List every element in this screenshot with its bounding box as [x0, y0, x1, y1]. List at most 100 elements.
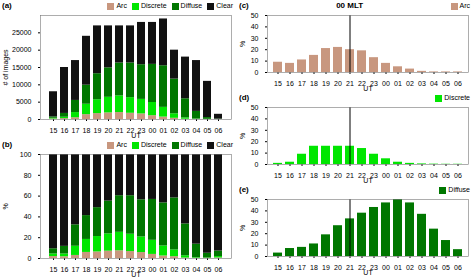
svg-text:04: 04 [430, 172, 438, 179]
svg-text:00: 00 [382, 172, 390, 179]
svg-text:06: 06 [454, 172, 462, 179]
svg-text:0: 0 [255, 253, 259, 260]
svg-text:18: 18 [83, 127, 91, 134]
svg-text:18: 18 [310, 80, 318, 87]
svg-text:40: 40 [24, 213, 32, 220]
svg-text:16: 16 [286, 264, 294, 271]
svg-text:5000: 5000 [16, 98, 32, 105]
svg-text:00: 00 [382, 264, 390, 271]
svg-text:0: 0 [255, 161, 259, 168]
svg-text:15: 15 [50, 266, 58, 273]
svg-text:40: 40 [251, 115, 259, 122]
svg-text:15: 15 [274, 80, 282, 87]
svg-text:30: 30 [251, 35, 259, 42]
svg-text:18: 18 [310, 264, 318, 271]
svg-text:%: % [239, 225, 246, 231]
svg-text:02: 02 [406, 172, 414, 179]
svg-text:20: 20 [251, 230, 259, 237]
svg-text:16: 16 [61, 127, 69, 134]
svg-text:UT: UT [131, 271, 141, 278]
svg-text:17: 17 [298, 80, 306, 87]
svg-text:# of images: # of images [2, 49, 10, 86]
svg-text:19: 19 [322, 264, 330, 271]
svg-text:21: 21 [116, 127, 124, 134]
svg-text:15: 15 [274, 172, 282, 179]
svg-text:05: 05 [204, 127, 212, 134]
svg-text:10: 10 [251, 149, 259, 156]
svg-text:%: % [239, 41, 246, 47]
svg-text:0: 0 [255, 69, 259, 76]
svg-text:19: 19 [94, 266, 102, 273]
svg-text:01: 01 [160, 127, 168, 134]
svg-text:03: 03 [418, 172, 426, 179]
svg-text:50: 50 [251, 104, 259, 111]
svg-text:01: 01 [394, 172, 402, 179]
svg-text:%: % [2, 203, 9, 209]
svg-text:02: 02 [171, 266, 179, 273]
svg-text:80: 80 [24, 172, 32, 179]
svg-text:18: 18 [83, 266, 91, 273]
svg-text:01: 01 [394, 264, 402, 271]
svg-text:%: % [239, 133, 246, 139]
svg-text:01: 01 [160, 266, 168, 273]
svg-text:20: 20 [251, 138, 259, 145]
svg-text:01: 01 [394, 80, 402, 87]
svg-text:19: 19 [322, 172, 330, 179]
svg-text:10: 10 [251, 241, 259, 248]
svg-text:21: 21 [346, 264, 354, 271]
svg-text:UT: UT [363, 269, 373, 276]
svg-text:17: 17 [298, 264, 306, 271]
svg-text:20: 20 [251, 46, 259, 53]
svg-text:10000: 10000 [12, 81, 32, 88]
svg-text:16: 16 [286, 80, 294, 87]
svg-text:06: 06 [215, 266, 223, 273]
svg-text:50: 50 [251, 196, 259, 203]
svg-text:05: 05 [442, 80, 450, 87]
svg-text:02: 02 [171, 127, 179, 134]
svg-text:20: 20 [334, 264, 342, 271]
svg-text:05: 05 [442, 172, 450, 179]
svg-text:03: 03 [418, 264, 426, 271]
svg-text:18: 18 [310, 172, 318, 179]
svg-text:05: 05 [442, 264, 450, 271]
svg-text:15: 15 [50, 127, 58, 134]
svg-text:21: 21 [116, 266, 124, 273]
svg-text:02: 02 [406, 80, 414, 87]
svg-text:06: 06 [454, 264, 462, 271]
svg-text:15: 15 [274, 264, 282, 271]
svg-text:05: 05 [204, 266, 212, 273]
svg-text:17: 17 [298, 172, 306, 179]
svg-text:100: 100 [20, 151, 32, 158]
svg-text:21: 21 [346, 80, 354, 87]
svg-text:25000: 25000 [12, 29, 32, 36]
svg-text:06: 06 [215, 127, 223, 134]
svg-text:21: 21 [346, 172, 354, 179]
svg-text:03: 03 [182, 127, 190, 134]
svg-text:15000: 15000 [12, 64, 32, 71]
svg-text:20: 20 [334, 172, 342, 179]
svg-text:19: 19 [94, 127, 102, 134]
svg-text:30: 30 [251, 127, 259, 134]
svg-text:40: 40 [251, 207, 259, 214]
svg-text:03: 03 [182, 266, 190, 273]
svg-text:19: 19 [322, 80, 330, 87]
svg-text:17: 17 [72, 266, 80, 273]
svg-text:04: 04 [193, 266, 201, 273]
svg-text:00: 00 [382, 80, 390, 87]
svg-text:60: 60 [24, 192, 32, 199]
svg-text:04: 04 [193, 127, 201, 134]
svg-text:UT: UT [363, 85, 373, 92]
svg-text:17: 17 [72, 127, 80, 134]
svg-text:03: 03 [418, 80, 426, 87]
svg-text:30: 30 [251, 219, 259, 226]
svg-text:20: 20 [105, 266, 113, 273]
svg-text:00: 00 [149, 266, 157, 273]
svg-text:40: 40 [251, 23, 259, 30]
svg-text:20: 20 [334, 80, 342, 87]
svg-text:20: 20 [105, 127, 113, 134]
svg-text:20000: 20000 [12, 46, 32, 53]
svg-text:02: 02 [406, 264, 414, 271]
svg-text:16: 16 [286, 172, 294, 179]
svg-text:50: 50 [251, 12, 259, 19]
svg-text:00: 00 [149, 127, 157, 134]
